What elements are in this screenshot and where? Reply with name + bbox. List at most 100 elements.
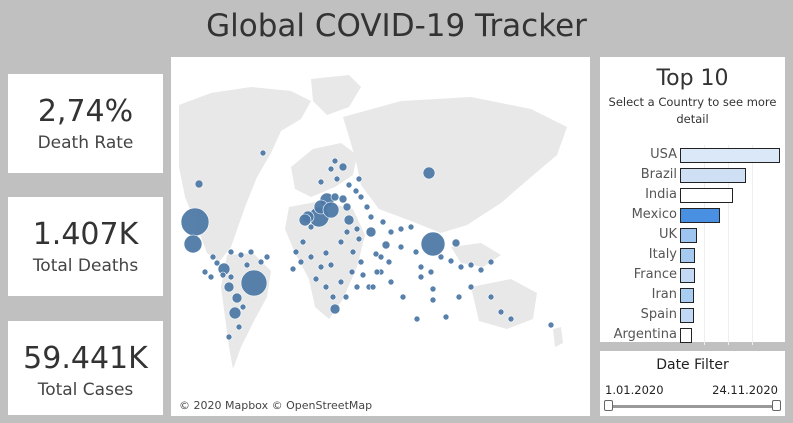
country-label[interactable]: Spain bbox=[640, 307, 677, 322]
case-bubble[interactable] bbox=[235, 323, 243, 331]
case-bubble[interactable] bbox=[497, 308, 505, 316]
case-bubble[interactable] bbox=[417, 273, 425, 281]
case-bubble[interactable] bbox=[429, 285, 437, 293]
case-bubble[interactable] bbox=[467, 261, 475, 269]
case-bubble[interactable] bbox=[317, 178, 325, 186]
case-bubble[interactable] bbox=[307, 223, 315, 231]
case-bubble[interactable] bbox=[201, 268, 209, 276]
case-bubble[interactable] bbox=[239, 303, 247, 311]
case-bubble[interactable] bbox=[442, 313, 450, 321]
case-bubble[interactable] bbox=[477, 266, 485, 274]
top10-row[interactable]: Iran bbox=[600, 285, 785, 305]
top10-row[interactable]: Mexico bbox=[600, 205, 785, 225]
case-bubble[interactable] bbox=[219, 271, 227, 279]
country-bar[interactable] bbox=[680, 268, 695, 283]
top10-bar-chart[interactable]: USA Brazil India Mexico UK Italy France Iran Spa… bbox=[600, 145, 785, 345]
top10-row[interactable]: UK bbox=[600, 225, 785, 245]
case-bubble[interactable] bbox=[377, 253, 385, 261]
case-bubble[interactable] bbox=[387, 228, 395, 236]
top10-row[interactable]: Argentina bbox=[600, 325, 785, 345]
date-range-slider-track[interactable] bbox=[608, 405, 777, 408]
case-bubble[interactable] bbox=[397, 243, 405, 251]
case-bubble[interactable] bbox=[180, 207, 210, 237]
case-bubble[interactable] bbox=[331, 157, 339, 165]
case-bubble[interactable] bbox=[353, 225, 361, 233]
case-bubble[interactable] bbox=[322, 249, 330, 257]
case-bubble[interactable] bbox=[289, 265, 297, 273]
case-bubble[interactable] bbox=[342, 202, 352, 212]
case-bubble[interactable] bbox=[457, 263, 465, 271]
case-bubble[interactable] bbox=[353, 283, 361, 291]
case-bubble[interactable] bbox=[429, 296, 437, 304]
case-bubble[interactable] bbox=[225, 333, 233, 341]
case-bubble[interactable] bbox=[207, 273, 215, 281]
country-bar[interactable] bbox=[680, 248, 695, 263]
country-label[interactable]: Iran bbox=[651, 287, 677, 302]
top10-row[interactable]: Spain bbox=[600, 305, 785, 325]
case-bubble[interactable] bbox=[322, 201, 340, 219]
country-label[interactable]: India bbox=[645, 187, 677, 202]
case-bubble[interactable] bbox=[345, 181, 353, 189]
case-bubble[interactable] bbox=[337, 278, 345, 286]
case-bubble[interactable] bbox=[227, 248, 235, 256]
case-bubble[interactable] bbox=[349, 248, 357, 256]
case-bubble[interactable] bbox=[417, 263, 425, 271]
case-bubble[interactable] bbox=[352, 187, 360, 195]
case-bubble[interactable] bbox=[547, 321, 555, 329]
world-map-canvas[interactable] bbox=[171, 57, 590, 416]
case-bubble[interactable] bbox=[437, 253, 445, 261]
case-bubble[interactable] bbox=[327, 261, 335, 269]
map-attribution[interactable]: © 2020 Mapbox © OpenStreetMap bbox=[177, 399, 375, 412]
case-bubble[interactable] bbox=[298, 213, 312, 227]
case-bubble[interactable] bbox=[397, 225, 405, 233]
case-bubble[interactable] bbox=[329, 303, 341, 315]
country-bar[interactable] bbox=[680, 228, 697, 243]
case-bubble[interactable] bbox=[487, 293, 495, 301]
country-label[interactable]: Italy bbox=[648, 247, 677, 262]
case-bubble[interactable] bbox=[507, 315, 515, 323]
case-bubble[interactable] bbox=[387, 278, 395, 286]
case-bubble[interactable] bbox=[337, 238, 345, 246]
case-bubble[interactable] bbox=[455, 293, 463, 301]
case-bubble[interactable] bbox=[343, 228, 351, 236]
case-bubbles[interactable] bbox=[180, 149, 555, 341]
case-bubble[interactable] bbox=[327, 165, 335, 173]
country-bar[interactable] bbox=[680, 328, 692, 343]
case-bubble[interactable] bbox=[209, 253, 217, 261]
case-bubble[interactable] bbox=[237, 251, 245, 259]
case-bubble[interactable] bbox=[263, 253, 271, 261]
case-bubble[interactable] bbox=[363, 203, 371, 211]
case-bubble[interactable] bbox=[467, 283, 475, 291]
case-bubble[interactable] bbox=[329, 293, 337, 301]
country-label[interactable]: UK bbox=[658, 227, 677, 242]
country-bar[interactable] bbox=[680, 188, 733, 203]
top10-row[interactable]: India bbox=[600, 185, 785, 205]
case-bubble[interactable] bbox=[307, 253, 315, 261]
country-label[interactable]: Mexico bbox=[631, 207, 677, 222]
case-bubble[interactable] bbox=[367, 213, 375, 221]
case-bubble[interactable] bbox=[422, 166, 436, 180]
case-bubble[interactable] bbox=[427, 268, 435, 276]
case-bubble[interactable] bbox=[183, 234, 203, 254]
country-label[interactable]: Brazil bbox=[640, 167, 677, 182]
case-bubble[interactable] bbox=[379, 218, 387, 226]
case-bubble[interactable] bbox=[357, 258, 365, 266]
case-bubble[interactable] bbox=[447, 257, 455, 265]
case-bubble[interactable] bbox=[355, 235, 363, 243]
case-bubble[interactable] bbox=[487, 258, 495, 266]
case-bubble[interactable] bbox=[385, 258, 393, 266]
top10-row[interactable]: Brazil bbox=[600, 165, 785, 185]
case-bubble[interactable] bbox=[243, 261, 251, 269]
case-bubble[interactable] bbox=[228, 306, 242, 320]
case-bubble[interactable] bbox=[227, 273, 235, 281]
case-bubble[interactable] bbox=[330, 192, 340, 202]
case-bubble[interactable] bbox=[317, 263, 325, 271]
world-map[interactable]: © 2020 Mapbox © OpenStreetMap bbox=[171, 57, 590, 416]
case-bubble[interactable] bbox=[223, 281, 235, 293]
top10-row[interactable]: USA bbox=[600, 145, 785, 165]
case-bubble[interactable] bbox=[348, 268, 356, 276]
case-bubble[interactable] bbox=[213, 259, 221, 267]
case-bubble[interactable] bbox=[299, 238, 307, 246]
case-bubble[interactable] bbox=[257, 258, 265, 266]
case-bubble[interactable] bbox=[231, 292, 243, 304]
